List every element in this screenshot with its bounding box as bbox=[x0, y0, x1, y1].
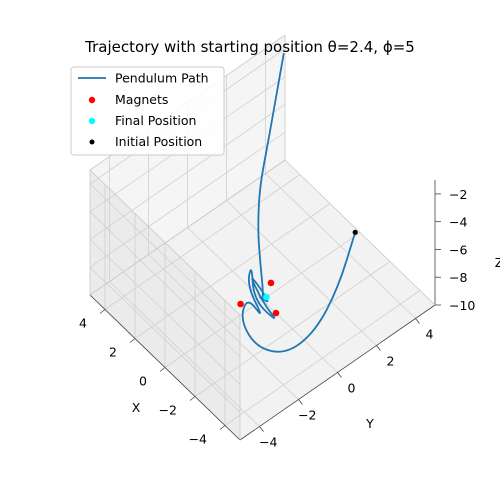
pane-edge bbox=[89, 159, 286, 296]
z-grid-side bbox=[89, 239, 241, 385]
x-tick-label: −2 bbox=[159, 403, 177, 418]
y-tick-label: 0 bbox=[348, 381, 356, 396]
z-grid-back bbox=[89, 131, 286, 268]
legend-final-swatch bbox=[88, 117, 96, 125]
tick-labels: −4 −2 0 2 4 −4 −2 0 2 4 −10 −8 −6 −4 −2 bbox=[79, 187, 475, 450]
y-grid-floor bbox=[109, 281, 260, 427]
z-tick-label: −8 bbox=[449, 270, 467, 285]
y-tick-label-mark bbox=[298, 399, 303, 405]
x-tick-label: 2 bbox=[109, 345, 117, 360]
initial-position-point bbox=[352, 229, 358, 235]
legend-label-initial: Initial Position bbox=[115, 134, 202, 149]
z-tick-label: −2 bbox=[449, 187, 467, 202]
z-tick-label: −4 bbox=[449, 215, 467, 230]
y-grid-floor bbox=[148, 254, 299, 400]
z-grid-side bbox=[89, 183, 241, 330]
y-tick-label-mark bbox=[259, 426, 264, 432]
x-tick-label-mark bbox=[129, 338, 136, 343]
y-tick-label-mark bbox=[415, 318, 420, 324]
legend-frame bbox=[70, 66, 225, 156]
magnet-point bbox=[267, 279, 275, 287]
legend-magnets-swatch bbox=[88, 96, 96, 104]
x-tick-label-mark bbox=[159, 367, 166, 372]
pane-edge bbox=[284, 159, 436, 306]
y-tick-label: 4 bbox=[426, 327, 434, 342]
y-tick-label: −4 bbox=[259, 435, 277, 450]
y-grid-floor bbox=[265, 173, 416, 319]
y-grid-floor bbox=[226, 200, 377, 346]
legend-label-final: Final Position bbox=[115, 113, 196, 128]
final-position-point bbox=[263, 293, 270, 301]
legend-initial-swatch bbox=[89, 139, 95, 145]
pane-edge bbox=[89, 169, 241, 316]
y-axis-label: Y bbox=[365, 416, 374, 431]
x-tick-label: 4 bbox=[79, 316, 87, 331]
plot-area bbox=[237, 53, 358, 353]
legend-label-path: Pendulum Path bbox=[115, 71, 209, 86]
x-tick-label-mark bbox=[189, 396, 196, 401]
magnet-point bbox=[237, 300, 244, 308]
y-tick-label: 2 bbox=[387, 354, 395, 369]
magnet-point bbox=[272, 309, 280, 317]
chart-title: Trajectory with starting position θ=2.4,… bbox=[84, 38, 415, 56]
x-tick-label: 0 bbox=[139, 374, 147, 389]
pendulum-path-line bbox=[241, 53, 357, 353]
x-tick-label-mark bbox=[99, 309, 106, 314]
x-tick-label: −4 bbox=[189, 432, 207, 447]
x-tick-label-mark bbox=[219, 425, 226, 430]
y-tick-label-mark bbox=[376, 345, 381, 351]
z-grid-side bbox=[89, 211, 241, 357]
legend: Pendulum Path Magnets Final Position Ini… bbox=[70, 66, 225, 156]
legend-label-magnets: Magnets bbox=[115, 92, 168, 107]
z-tick-label: −6 bbox=[449, 242, 467, 257]
z-grid-back bbox=[89, 104, 286, 240]
z-tick-label: −10 bbox=[449, 298, 475, 313]
z-grid-side bbox=[89, 266, 241, 413]
z-axis-label: Z bbox=[495, 255, 500, 270]
y-tick-label: −2 bbox=[298, 408, 316, 423]
y-tick-label-mark bbox=[337, 372, 342, 378]
x-axis-label: X bbox=[132, 400, 141, 415]
